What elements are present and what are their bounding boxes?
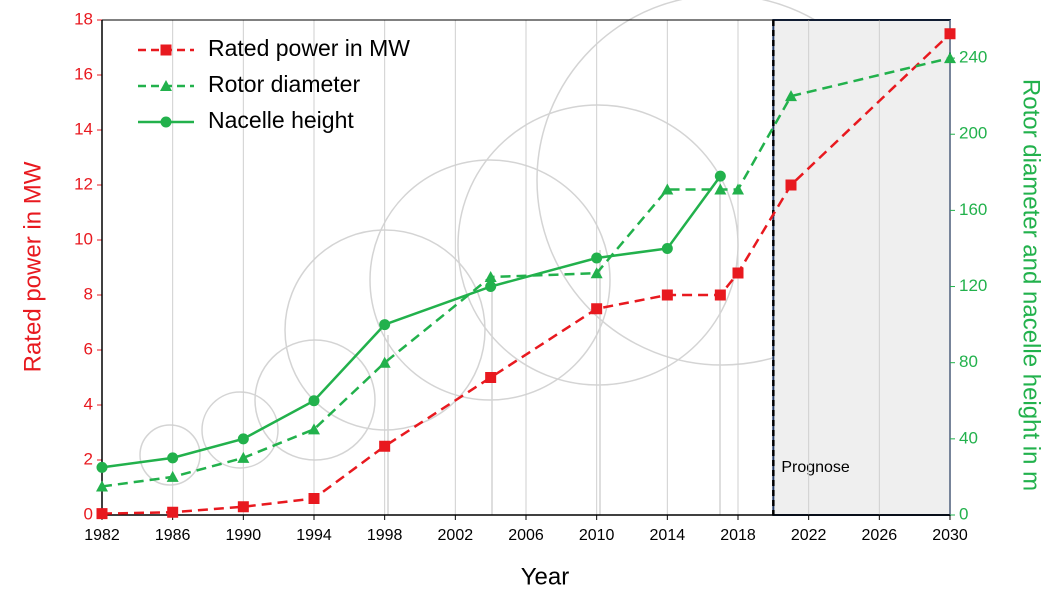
series-line (101, 56, 951, 488)
data-point (661, 242, 673, 254)
data-point (732, 183, 744, 195)
data-point (96, 461, 108, 473)
y-axis-title: Rated power in MW (19, 161, 46, 372)
data-point (661, 183, 674, 195)
legend-label: Nacelle height (208, 107, 354, 133)
data-point (308, 395, 320, 407)
y2-tick-label: 160 (959, 200, 987, 219)
x-tick-label: 2010 (579, 527, 615, 544)
data-point (237, 433, 249, 445)
y-tick-label: 10 (74, 229, 93, 248)
y-tick-label: 0 (84, 504, 93, 523)
data-point (591, 252, 603, 264)
prognose-label: Prognose (781, 459, 850, 476)
series-line (101, 175, 722, 469)
data-point (714, 183, 727, 195)
data-point (944, 28, 956, 40)
data-point (714, 289, 726, 301)
data-point (785, 90, 797, 102)
y-tick-label: 14 (74, 119, 93, 138)
data-point (96, 508, 108, 520)
data-point (485, 372, 497, 383)
data-point (308, 493, 320, 504)
x-tick-label: 2018 (720, 527, 756, 544)
x-tick-label: 1982 (84, 527, 120, 544)
data-point (96, 480, 108, 492)
y2-axis-title: Rotor diameter and nacelle height in m (1018, 79, 1045, 491)
data-point (379, 440, 391, 452)
y-tick-label: 18 (74, 9, 93, 28)
x-tick-label: 2030 (932, 527, 968, 544)
data-point (485, 281, 497, 293)
x-tick-label: 1994 (296, 527, 332, 544)
y2-tick-label: 40 (959, 428, 978, 447)
data-point (732, 267, 744, 279)
x-tick-label: 2026 (862, 527, 898, 544)
legend-label: Rated power in MW (208, 35, 410, 61)
x-tick-label: 2014 (650, 527, 686, 544)
y-tick-label: 2 (84, 449, 93, 468)
x-tick-label: 2006 (508, 527, 544, 544)
y-tick-label: 8 (84, 284, 93, 303)
y2-tick-label: 240 (959, 48, 987, 67)
data-point (308, 423, 320, 435)
x-tick-label: 2022 (791, 527, 827, 544)
x-tick-label: 2002 (438, 527, 474, 544)
x-tick-label: 1990 (226, 527, 262, 544)
data-point (785, 179, 797, 191)
prognose-region (772, 19, 951, 516)
data-point (590, 267, 603, 279)
data-point (167, 506, 179, 518)
y2-tick-label: 0 (959, 504, 968, 523)
y2-tick-label: 200 (959, 124, 987, 143)
x-tick-label: 1998 (367, 527, 403, 544)
legend-marker (160, 80, 172, 91)
x-axis-title: Year (521, 563, 570, 590)
data-point (661, 289, 673, 301)
data-point (167, 452, 179, 464)
data-point (714, 170, 726, 182)
y2-tick-label: 120 (959, 276, 987, 295)
y2-tick-label: 80 (959, 352, 978, 371)
y-tick-label: 16 (74, 64, 93, 83)
data-point (484, 271, 497, 283)
data-point (237, 451, 250, 463)
data-point (237, 501, 249, 513)
legend-marker (160, 44, 172, 56)
legend-label: Rotor diameter (208, 71, 360, 97)
y-tick-label: 12 (74, 174, 93, 193)
data-point (166, 470, 179, 482)
legend-marker (160, 116, 172, 128)
x-tick-label: 1986 (155, 527, 191, 544)
data-point (379, 319, 391, 331)
data-point (378, 356, 391, 368)
data-point (944, 52, 956, 64)
y-tick-label: 4 (84, 394, 93, 413)
series-line (101, 32, 951, 515)
data-point (591, 303, 603, 315)
y-tick-label: 6 (84, 339, 93, 358)
